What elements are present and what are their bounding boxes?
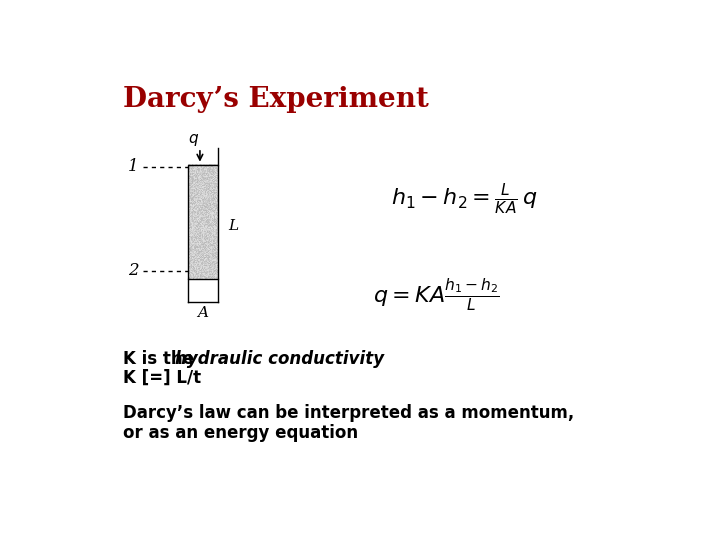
Text: K is the: K is the <box>124 349 200 368</box>
Text: $h_1 - h_2 = \frac{L}{KA}\,q$: $h_1 - h_2 = \frac{L}{KA}\,q$ <box>391 181 537 216</box>
Text: K [=] L/t: K [=] L/t <box>124 368 202 386</box>
Text: $q$: $q$ <box>188 132 199 148</box>
Text: L: L <box>228 219 238 233</box>
Text: hydraulic conductivity: hydraulic conductivity <box>175 349 384 368</box>
Text: Darcy’s law can be interpreted as a momentum,
or as an energy equation: Darcy’s law can be interpreted as a mome… <box>124 404 575 442</box>
Text: Darcy’s Experiment: Darcy’s Experiment <box>124 85 429 113</box>
Text: 2: 2 <box>128 262 138 279</box>
Text: $q = KA\frac{h_1 - h_2}{L}$: $q = KA\frac{h_1 - h_2}{L}$ <box>372 277 500 314</box>
Bar <box>188 165 218 279</box>
Text: A: A <box>197 306 209 320</box>
Text: 1: 1 <box>128 158 138 175</box>
